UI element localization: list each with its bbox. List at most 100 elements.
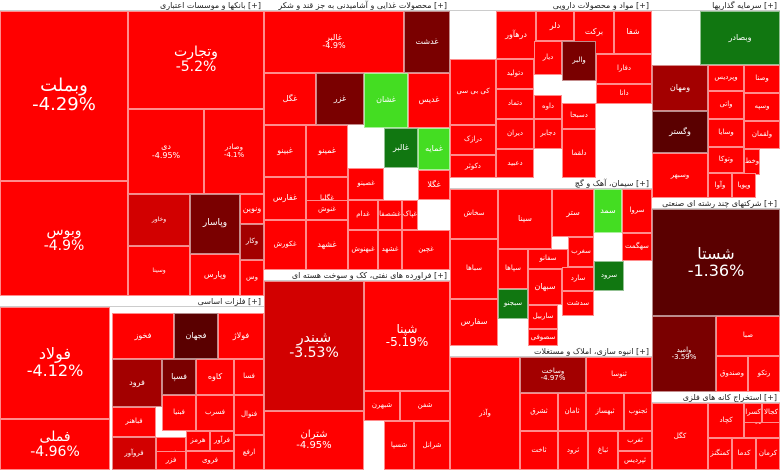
- stock-tile[interactable]: غدام: [348, 200, 378, 230]
- stock-tile[interactable]: سهگمت: [622, 233, 652, 261]
- stock-tile[interactable]: غچین: [402, 230, 450, 270]
- stock-tile[interactable]: فروآور: [112, 437, 156, 470]
- stock-tile[interactable]: سدشت: [562, 291, 594, 316]
- stock-tile[interactable]: غشهد: [378, 230, 402, 270]
- stock-tile[interactable]: فرآور: [210, 431, 234, 451]
- stock-tile[interactable]: وامید -3.59%: [652, 316, 716, 392]
- stock-tile[interactable]: دانا: [596, 84, 652, 104]
- sector-header-construction[interactable]: انبوه سازی، املاک و مستغلات [+]: [450, 346, 652, 357]
- stock-tile[interactable]: شبندر -3.53%: [264, 281, 364, 411]
- stock-tile[interactable]: غدیس: [408, 73, 450, 128]
- stock-tile[interactable]: کرمان: [756, 438, 780, 470]
- stock-tile[interactable]: سپاها: [498, 249, 528, 289]
- stock-tile[interactable]: وساخت -4.97%: [520, 357, 586, 393]
- stock-tile[interactable]: سخاش: [450, 189, 498, 239]
- stock-tile[interactable]: شتران -4.95%: [264, 411, 364, 470]
- stock-tile[interactable]: سینا: [498, 189, 552, 249]
- sector-header-banks[interactable]: بانکها و موسسات اعتباری [+]: [0, 0, 264, 11]
- stock-tile[interactable]: وصادر -4.1%: [204, 109, 264, 194]
- stock-tile[interactable]: کمنگنز: [708, 438, 732, 470]
- stock-tile[interactable]: سصوفی: [528, 329, 558, 346]
- stock-tile[interactable]: ثنوسا: [586, 357, 652, 393]
- stock-tile[interactable]: غپاک: [402, 200, 418, 230]
- stock-tile[interactable]: فباهنر: [112, 407, 156, 437]
- stock-tile[interactable]: ثاخت: [520, 431, 558, 470]
- stock-tile[interactable]: سروا: [622, 189, 652, 233]
- stock-tile[interactable]: غشصفا: [378, 200, 402, 230]
- stock-tile[interactable]: شپنا -5.19%: [364, 281, 450, 391]
- stock-tile[interactable]: دعبید: [496, 149, 534, 178]
- stock-tile[interactable]: وکار: [240, 224, 264, 260]
- stock-tile[interactable]: شسپا: [384, 421, 414, 470]
- stock-tile[interactable]: وآوا: [708, 173, 732, 198]
- sector-header-mining[interactable]: استخراج کانه های فلزی [+]: [652, 392, 780, 403]
- sector-header-pharma[interactable]: مواد و محصولات دارویی [+]: [450, 0, 652, 11]
- sector-header-multi-industry[interactable]: شرکتهای چند رشته ای صنعتی [+]: [652, 198, 780, 209]
- stock-tile[interactable]: سفارس: [450, 299, 498, 346]
- stock-tile[interactable]: داوه: [534, 95, 562, 119]
- stock-tile[interactable]: غکورش: [264, 220, 306, 270]
- stock-tile[interactable]: ثامان: [558, 393, 586, 431]
- stock-tile[interactable]: غالبر -4.9%: [264, 11, 404, 73]
- stock-tile[interactable]: واتی: [708, 91, 744, 119]
- stock-tile[interactable]: سفانو: [528, 249, 568, 269]
- stock-tile[interactable]: شرانل: [414, 421, 450, 470]
- stock-tile[interactable]: وخط: [744, 149, 760, 175]
- stock-tile[interactable]: کگل: [652, 403, 708, 470]
- sector-header-basic-metals[interactable]: فلزات اساسی [+]: [0, 296, 264, 307]
- stock-tile[interactable]: دتماد: [496, 89, 534, 119]
- stock-tile[interactable]: غبهنوش: [348, 230, 378, 270]
- stock-tile[interactable]: فرود: [112, 359, 162, 407]
- stock-tile[interactable]: غمینو: [306, 125, 348, 177]
- stock-tile[interactable]: کدما: [732, 438, 756, 470]
- stock-tile[interactable]: فسپا: [162, 359, 196, 395]
- stock-tile[interactable]: فسا: [234, 359, 264, 395]
- stock-tile[interactable]: غفارس: [264, 177, 306, 220]
- stock-tile[interactable]: دجابر: [534, 119, 562, 149]
- stock-tile[interactable]: وبوس -4.9%: [0, 181, 128, 296]
- stock-tile[interactable]: کاوه: [196, 359, 234, 395]
- stock-tile[interactable]: ثرود: [558, 431, 588, 470]
- stock-tile[interactable]: وسایا: [708, 119, 744, 147]
- stock-tile[interactable]: وبصادر: [700, 11, 780, 65]
- stock-tile[interactable]: غمایه: [418, 128, 450, 170]
- stock-tile[interactable]: ونوین: [240, 194, 264, 224]
- stock-tile[interactable]: فبنیا: [162, 395, 196, 431]
- stock-tile[interactable]: وتجارت -5.2%: [128, 11, 264, 109]
- stock-tile[interactable]: کجالا: [762, 403, 780, 423]
- stock-tile[interactable]: هرمز: [186, 431, 210, 451]
- stock-tile[interactable]: ثپردیس: [618, 451, 652, 470]
- stock-tile[interactable]: فولاژ: [218, 313, 264, 359]
- stock-tile[interactable]: دیران: [496, 119, 534, 149]
- stock-tile[interactable]: وصندوق: [716, 356, 748, 392]
- stock-tile[interactable]: دفارا: [596, 54, 652, 84]
- stock-tile[interactable]: غدشت: [404, 11, 450, 73]
- stock-tile[interactable]: سباها: [450, 239, 498, 299]
- stock-tile[interactable]: غصینو: [348, 168, 384, 200]
- stock-tile[interactable]: ولقمان: [744, 121, 780, 149]
- stock-tile[interactable]: وپارس: [190, 254, 240, 296]
- stock-tile[interactable]: غزر: [316, 73, 364, 125]
- stock-tile[interactable]: ارفع: [234, 435, 264, 470]
- stock-tile[interactable]: والبر: [562, 41, 596, 81]
- stock-tile[interactable]: وپردیس: [708, 65, 744, 91]
- stock-tile[interactable]: سرود: [594, 261, 624, 291]
- stock-tile[interactable]: ثبهساز: [586, 393, 624, 431]
- stock-tile[interactable]: فجهان: [174, 313, 218, 359]
- stock-tile[interactable]: صبا: [716, 316, 780, 356]
- sector-header-petroleum[interactable]: فراورده های نفتی، کک و سوخت هسته ای [+]: [264, 270, 450, 281]
- stock-tile[interactable]: غگلا: [418, 170, 450, 200]
- stock-tile[interactable]: غنوش: [306, 200, 348, 220]
- stock-tile[interactable]: شستا -1.36%: [652, 209, 780, 316]
- stock-tile[interactable]: درهآور: [496, 11, 536, 59]
- stock-tile[interactable]: دلقما: [562, 129, 596, 178]
- stock-tile[interactable]: وس: [240, 260, 264, 296]
- stock-tile[interactable]: سبهان: [528, 269, 562, 305]
- stock-tile[interactable]: دسبحا: [562, 103, 596, 129]
- stock-tile[interactable]: کسرا: [744, 403, 762, 423]
- stock-tile[interactable]: سارد: [562, 267, 594, 291]
- stock-tile[interactable]: دی -4.95%: [128, 109, 204, 194]
- stock-tile[interactable]: فروی: [186, 451, 234, 470]
- stock-tile[interactable]: ساربیل: [528, 305, 558, 329]
- stock-tile[interactable]: ثباغ: [588, 431, 618, 470]
